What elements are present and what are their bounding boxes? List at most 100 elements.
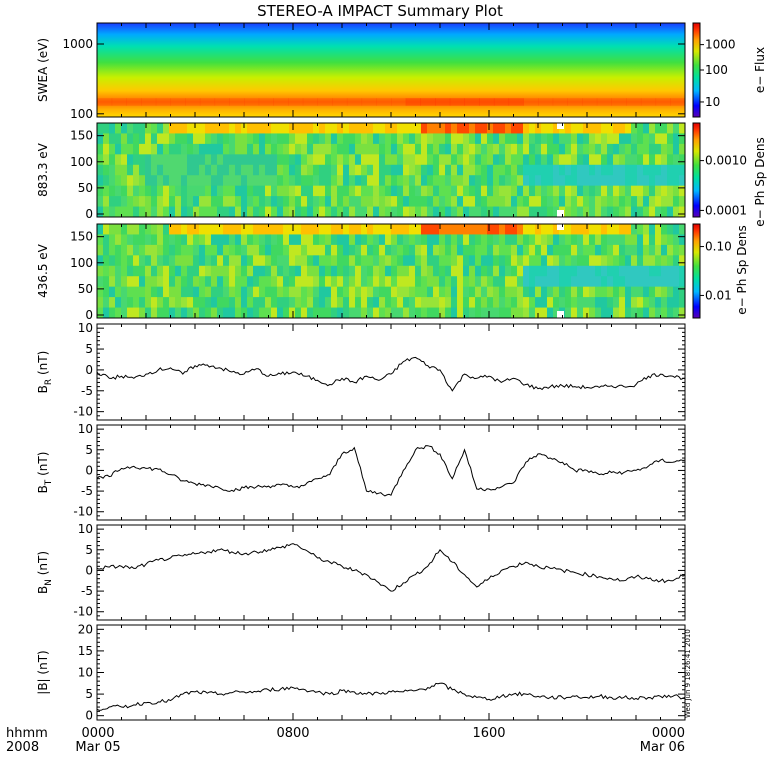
pad-heatmap-cell <box>367 185 374 197</box>
pad-heatmap-cell <box>205 143 212 155</box>
pad-heatmap-cell <box>355 297 362 308</box>
pad-heatmap-cell <box>469 133 476 145</box>
pad-heatmap-cell <box>625 255 632 267</box>
pad-heatmap-cell <box>313 286 320 298</box>
pad-heatmap-cell <box>325 133 332 145</box>
pad-heatmap-cell <box>427 244 434 256</box>
pad-heatmap-cell <box>475 123 482 134</box>
pad-heatmap-cell <box>589 185 596 197</box>
pad-heatmap-cell <box>601 143 608 155</box>
pad-heatmap-cell <box>673 297 680 308</box>
pad-heatmap-cell <box>667 123 674 134</box>
pad-heatmap-cell <box>193 224 200 235</box>
pad-heatmap-cell <box>523 307 530 319</box>
pad-heatmap-cell <box>535 244 542 256</box>
pad-heatmap-cell <box>661 234 668 246</box>
pad-heatmap-cell <box>169 255 176 267</box>
pad-heatmap-cell <box>151 297 158 308</box>
pad-heatmap-cell <box>493 265 500 277</box>
pad-heatmap-cell <box>307 164 314 176</box>
pad-heatmap-cell <box>649 175 656 186</box>
colorbar-label: e− Ph Sp Dens <box>753 137 767 226</box>
pad-heatmap-cell <box>619 154 626 166</box>
pad-heatmap-cell <box>295 307 302 319</box>
pad-heatmap-cell <box>547 276 554 287</box>
pad-heatmap-cell <box>157 196 164 207</box>
pad-heatmap-cell <box>535 224 542 235</box>
pad-heatmap-cell <box>367 196 374 207</box>
pad-heatmap-cell <box>193 276 200 287</box>
pad-heatmap-cell <box>667 297 674 308</box>
pad-heatmap-cell <box>637 185 644 197</box>
pad-heatmap-cell <box>415 196 422 207</box>
pad-heatmap-cell <box>109 244 116 256</box>
pad-heatmap-cell <box>451 175 458 186</box>
pad-heatmap-cell <box>613 133 620 145</box>
pad-heatmap-cell <box>679 133 686 145</box>
pad-heatmap-cell <box>493 133 500 145</box>
pad-heatmap-cell <box>301 286 308 298</box>
pad-heatmap-cell <box>421 244 428 256</box>
pad-heatmap-cell <box>199 234 206 246</box>
pad-heatmap-cell <box>157 185 164 197</box>
y-label-unit: (nT) <box>36 650 50 678</box>
pad-heatmap-cell <box>625 164 632 176</box>
pad-heatmap-cell <box>211 255 218 267</box>
pad-heatmap-cell <box>469 224 476 235</box>
pad-heatmap-cell <box>631 255 638 267</box>
pad-heatmap-cell <box>235 234 242 246</box>
pad-heatmap-cell <box>253 175 260 186</box>
pad-heatmap-cell <box>295 206 302 218</box>
pad-heatmap-cell <box>391 276 398 287</box>
swea-band-texture <box>111 98 127 106</box>
pad-heatmap-cell <box>139 307 146 319</box>
pad-heatmap-cell <box>331 255 338 267</box>
pad-heatmap-cell <box>565 196 572 207</box>
pad-heatmap-cell <box>325 265 332 277</box>
pad-heatmap-cell <box>121 143 128 155</box>
y-tick-label: 0 <box>85 563 93 577</box>
pad-heatmap-cell <box>217 196 224 207</box>
pad-heatmap-cell <box>541 196 548 207</box>
pad-heatmap-cell <box>625 307 632 319</box>
pad-heatmap-cell <box>547 185 554 197</box>
pad-heatmap-cell <box>133 154 140 166</box>
pad-heatmap-cell <box>511 143 518 155</box>
pad-heatmap-cell <box>151 286 158 298</box>
pad-heatmap-cell <box>379 133 386 145</box>
pad-heatmap-cell <box>379 276 386 287</box>
pad-heatmap-cell <box>547 196 554 207</box>
pad-heatmap-cell <box>121 133 128 145</box>
pad-heatmap-cell <box>211 297 218 308</box>
colorbar <box>692 22 701 118</box>
pad-heatmap-cell <box>145 224 152 235</box>
pad-heatmap-cell <box>145 123 152 134</box>
pad-heatmap-cell <box>145 234 152 246</box>
pad-heatmap-cell <box>421 224 428 235</box>
pad-heatmap-cell <box>673 143 680 155</box>
pad-heatmap-cell <box>283 276 290 287</box>
pad-heatmap-cell <box>247 234 254 246</box>
pad-heatmap-cell <box>619 265 626 277</box>
pad-heatmap-cell <box>481 206 488 218</box>
pad-heatmap-cell <box>667 255 674 267</box>
pad-heatmap-cell <box>475 297 482 308</box>
pad-heatmap-cell <box>529 276 536 287</box>
pad-heatmap-cell <box>97 265 104 277</box>
pad-heatmap-cell <box>295 175 302 186</box>
pad-heatmap-cell <box>649 123 656 134</box>
pad-heatmap-cell <box>271 154 278 166</box>
pad-heatmap-cell <box>679 244 686 256</box>
pad-heatmap-cell <box>499 255 506 267</box>
pad-heatmap-cell <box>595 265 602 277</box>
pad-heatmap-cell <box>619 224 626 235</box>
pad-heatmap-cell <box>127 154 134 166</box>
pad-heatmap-cell <box>361 123 368 134</box>
pad-heatmap-cell <box>409 154 416 166</box>
pad-heatmap-cell <box>313 143 320 155</box>
pad-heatmap-cell <box>289 255 296 267</box>
pad-heatmap-cell <box>385 265 392 277</box>
pad-heatmap-cell <box>481 143 488 155</box>
pad-heatmap-cell <box>247 164 254 176</box>
pad-heatmap-cell <box>253 255 260 267</box>
